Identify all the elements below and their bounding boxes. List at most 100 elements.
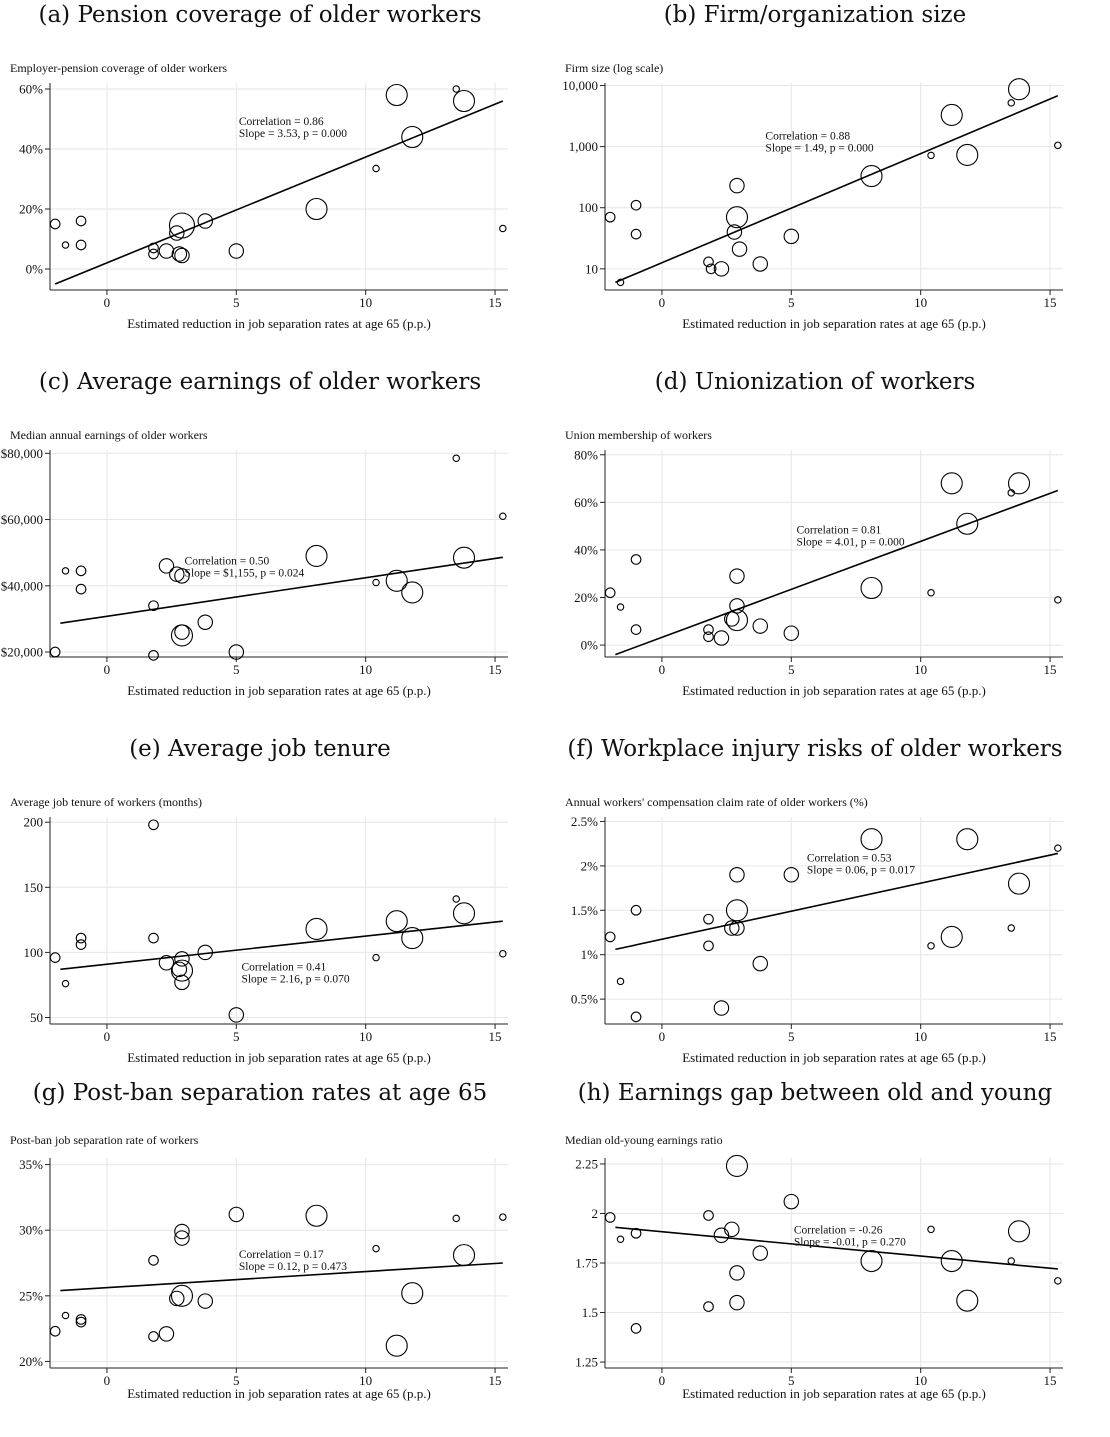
x-tick-label: 5 [233,1029,240,1044]
x-tick-label: 15 [489,1373,502,1388]
data-point [752,955,769,972]
panel-injury-risks: (f) Workplace injury risks of older work… [555,734,1110,1093]
data-point [1007,924,1015,932]
data-point [604,211,616,223]
panel-title: (b) Firm/organization size [663,2,967,28]
data-point [725,206,749,229]
data-point [713,261,730,277]
y-tick-label: 2.25 [575,1156,598,1171]
x-axis-label: Estimated reduction in job separation ra… [127,1386,431,1401]
data-point [616,977,625,986]
y-tick-label: 2% [581,858,599,873]
data-point [158,1326,175,1342]
panel-firm-size: (b) Firm/organization size 10 100 1,000 10,… [555,0,1110,359]
data-point [724,1221,740,1238]
data-point [616,278,625,287]
data-point [752,256,769,272]
x-tick-label: 10 [359,662,372,677]
data-point [452,1244,476,1267]
data-point [401,125,424,149]
data-point [171,961,188,978]
y-tick-label: 1.5 [582,1305,598,1320]
scatter-plot: $20,000 $40,000 $60,000 $80,000 0 5 10 15 Median… [1,428,508,698]
data-point [385,1334,408,1357]
data-point [174,568,190,584]
y-tick-label: 1.25 [575,1355,598,1370]
data-point [75,1314,87,1325]
y-tick-label: 1% [581,947,599,962]
correlation-annotation: Slope = 0.06, p = 0.017 [807,864,915,876]
x-tick-label: 15 [489,1029,502,1044]
correlation-annotation: Slope = 2.16, p = 0.070 [241,974,349,986]
data-point [61,567,70,575]
data-point [927,151,935,160]
data-point [1007,78,1031,101]
data-point [729,920,745,936]
y-tick-label: 80% [574,447,598,462]
data-point [168,212,196,239]
data-point [724,611,740,627]
data-point [61,1311,70,1320]
correlation-annotation: Slope = 0.12, p = 0.473 [239,1261,347,1273]
y-tick-label: 150 [24,880,44,895]
data-point [729,598,745,614]
y-tick-label: 30% [19,1223,43,1238]
data-point [713,630,730,646]
x-tick-label: 5 [788,662,795,677]
data-point [148,1255,159,1266]
data-point [174,247,190,264]
data-point [604,931,616,943]
panel-job-tenure: (e) Average job tenure 50 100 150 200 0 5 10 15… [0,734,555,1093]
x-tick-label: 15 [1044,295,1057,310]
panel-separation-rates: (g) Post-ban separation rates at age 65 … [0,1078,555,1437]
data-point [927,589,935,597]
correlation-annotation: Correlation = 0.81 [796,524,881,536]
data-point [197,944,214,961]
data-point [148,600,159,612]
data-point [703,256,714,268]
data-point [170,624,194,647]
panel-title: (f) Workplace injury risks of older work… [567,736,1063,762]
data-point [158,243,175,259]
panel-unionization: (d) Unionization of workers 0% 20% 40% 60% 8… [555,367,1110,726]
fit-line [60,556,503,625]
data-point [783,228,800,245]
data-point [703,1210,714,1221]
correlation-annotation: Correlation = 0.86 [239,116,324,128]
data-point [499,949,507,958]
x-tick-label: 10 [359,1373,372,1388]
data-point [956,143,979,167]
data-point [724,920,740,936]
panel-title: (g) Post-ban separation rates at age 65 [32,1080,488,1106]
data-point [452,902,476,925]
data-point [752,1245,769,1261]
data-point [630,1323,642,1334]
y-axis-label: Annual workers' compensation claim rate … [565,795,868,809]
data-point [927,942,935,950]
data-point [703,624,714,635]
data-point [940,925,963,948]
x-tick-label: 15 [1044,1373,1057,1388]
x-tick-label: 10 [359,295,372,310]
data-point [49,952,61,963]
data-point [305,197,328,221]
data-point [729,1294,745,1311]
data-point [61,241,70,249]
panel-title: (c) Average earnings of older workers [38,369,482,395]
data-point [158,955,175,971]
data-point [1007,1257,1015,1265]
panel-title: (h) Earnings gap between old and young [577,1080,1053,1106]
data-point [726,224,743,240]
fit-line [615,852,1058,951]
data-point [630,199,642,211]
data-point [170,959,194,982]
correlation-annotation: Correlation = 0.50 [185,555,270,567]
data-point [75,939,87,950]
panel-title: (e) Average job tenure [129,736,391,762]
correlation-annotation: Slope = -0.01, p = 0.270 [794,1236,906,1248]
y-tick-label: 100 [579,200,599,215]
data-point [729,177,745,194]
x-tick-label: 5 [233,295,240,310]
y-tick-label: 0.5% [571,992,598,1007]
data-point [940,103,963,126]
